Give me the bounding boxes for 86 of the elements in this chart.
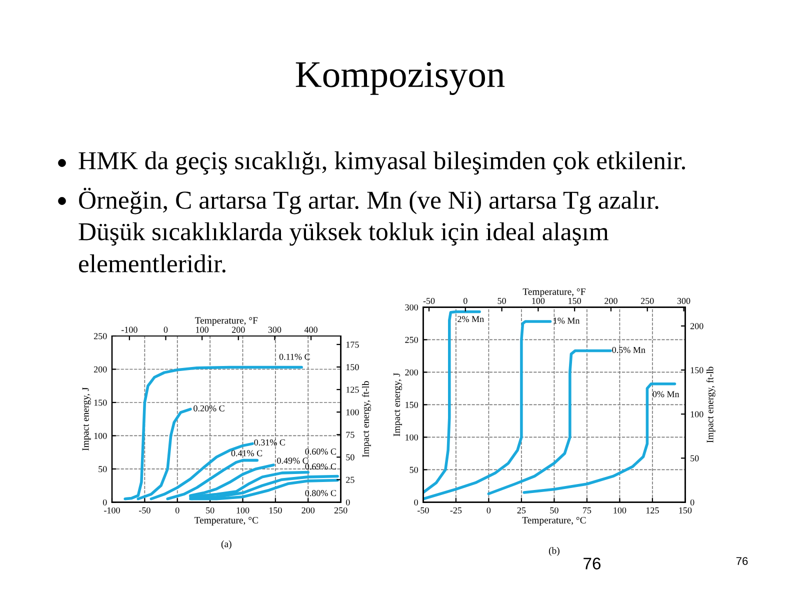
y2-tick-label: 150 [690,367,704,374]
x-tick-label: 50 [550,507,558,514]
x-tick-label: 150 [269,507,282,514]
x2-tick-label: 100 [532,298,545,304]
y-tick-label: 0 [414,499,418,506]
y2-axis-title: Impact energy, ft-lb [362,381,371,458]
x-tick-label: 125 [646,507,659,514]
x-tick-label: 150 [679,507,692,514]
x-axis-title: Temperature, °C [194,516,258,526]
annotation: 1% Mn [554,318,580,324]
annotation: 0.80% C [305,490,336,496]
y2-axis-title: Impact energy, ft-lb [706,366,716,443]
annotation: 0.11% C [279,354,310,360]
y-tick-label: 250 [94,333,107,340]
y-tick-label: 300 [405,304,418,310]
x-axis-title: Temperature, °C [522,516,586,526]
x2-tick-label: 400 [304,326,318,333]
y-tick-label: 100 [406,434,418,440]
text: 76 [736,557,748,565]
x2-axis-title: Temperature, °F [522,288,586,297]
y-tick-label: 100 [94,432,107,439]
x2-tick-label: 300 [677,298,690,304]
x2-tick-label: 0 [164,326,168,333]
y2-tick-label: 75 [346,432,354,438]
y2-tick-label: 100 [346,409,359,416]
x-tick-label: -50 [418,507,429,514]
y2-tick-label: 100 [690,411,704,418]
x-tick-label: 0 [175,507,180,514]
y-tick-label: 50 [98,466,107,472]
y-axis-title: Impact energy, J [394,373,402,436]
x-tick-label: -100 [104,507,120,514]
text: Düşük sıcaklıklarda yüksek tokluk için ideal alaşım [78,222,608,246]
x2-tick-label: 300 [268,326,282,333]
y-tick-label: 200 [94,366,107,372]
x2-tick-label: 250 [640,298,654,304]
x2-tick-label: 100 [196,326,208,333]
annotation: 0.20% C [194,405,224,412]
x2-tick-label: 0 [464,298,468,304]
y-tick-label: 250 [405,336,418,343]
x-tick-label: 100 [614,507,626,514]
y2-tick-label: 200 [690,323,704,330]
y2-tick-label: 0 [346,499,350,506]
x2-tick-label: 50 [498,298,506,304]
x2-axis-title: Temperature, °F [195,317,258,326]
x-tick-label: 75 [583,507,592,514]
annotation: 0.41% C [231,450,262,456]
annotation: 0.49% C [277,458,308,464]
y2-tick-label: 150 [346,364,359,370]
x2-tick-label: -50 [423,298,435,304]
annotation: 2% Mn [458,316,484,322]
x-tick-label: 200 [302,507,315,514]
x2-tick-label: 200 [232,326,245,333]
text: Örneğin, C artarsa Tg artar. Mn (ve Ni) artarsa Tg azalır. [79,188,658,214]
annotation: 0.5% Mn [612,346,646,353]
annotation: 0.31% C [254,439,285,446]
y-tick-label: 200 [405,369,418,376]
text: HMK da geçiş sıcaklığı, kimyasal bileşimden çok etkilenir. [78,151,685,175]
y2-tick-label: 50 [346,454,354,460]
x2-tick-label: 200 [604,298,618,304]
text: Kompozisyon [296,62,505,96]
y-tick-label: 150 [406,402,418,408]
y2-tick-label: 50 [690,455,699,462]
x2-tick-label: -100 [121,326,138,333]
x-tick-label: 250 [334,507,348,514]
x-tick-label: -25 [450,507,462,514]
text: elementleridir. [79,254,226,273]
x2-tick-label: 150 [568,298,582,304]
text: (a) [221,540,232,550]
x-tick-label: 0 [486,507,491,514]
y2-tick-label: 175 [346,342,359,348]
annotation: 0% Mn [652,391,680,398]
text: 76 [584,558,601,570]
y2-tick-label: 25 [346,476,354,483]
y-tick-label: 50 [410,466,418,473]
x-tick-label: 50 [206,507,214,514]
x-tick-label: 25 [517,507,526,514]
y-tick-label: 0 [102,499,107,506]
x-tick-label: -50 [139,507,150,514]
y2-tick-label: 125 [346,386,359,393]
annotation: 0.69% C [305,463,336,470]
y-axis-title: Impact energy, J [82,387,91,451]
y-tick-label: 150 [94,400,107,406]
text: (b) [548,547,560,556]
x-tick-label: 100 [236,507,250,514]
annotation: 0.60% C [305,448,336,455]
y2-tick-label: 0 [690,499,694,506]
